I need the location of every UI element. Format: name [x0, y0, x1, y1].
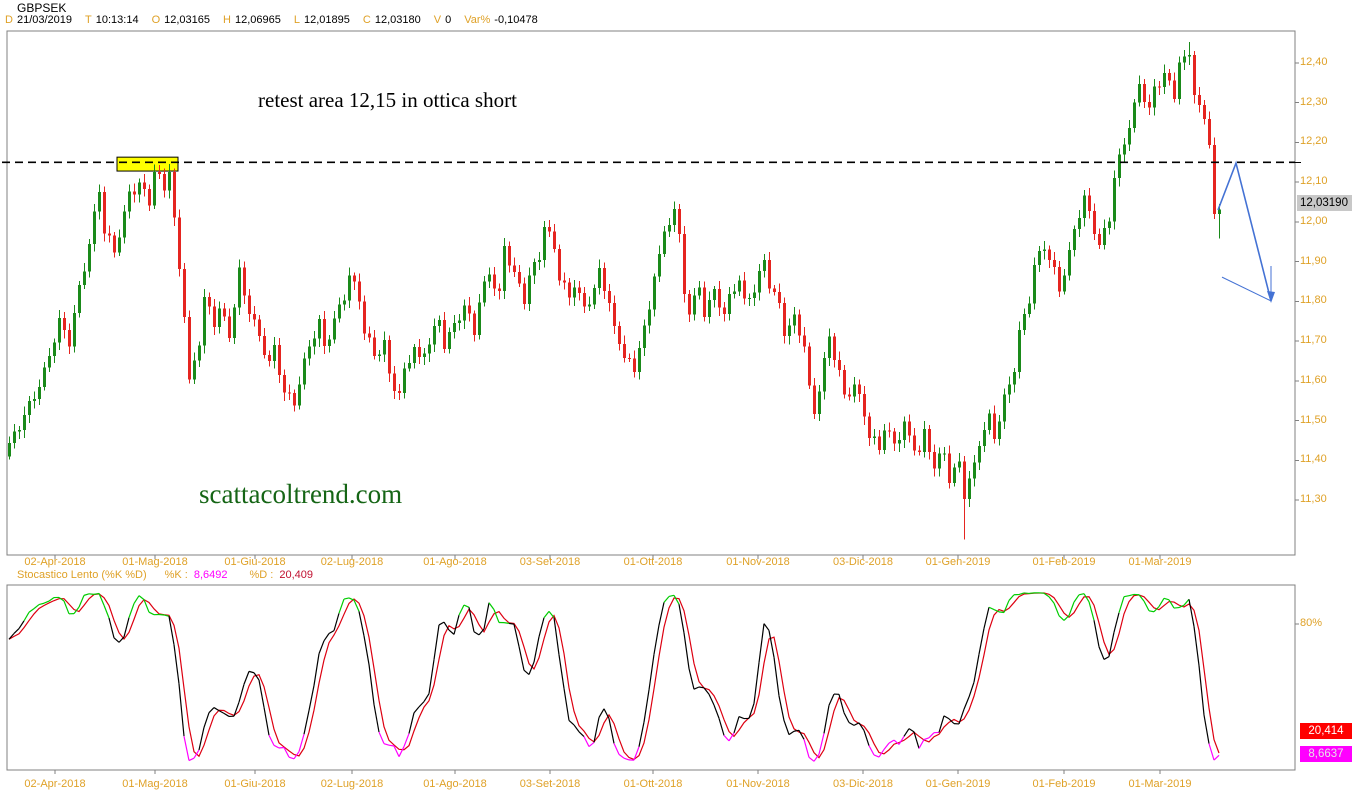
- symbol-title: GBPSEK: [17, 1, 67, 15]
- panel-borders: [6, 30, 1296, 771]
- main-chart-canvas[interactable]: [7, 31, 1295, 555]
- stochastic-d-label: %D :: [249, 569, 274, 581]
- field-varpct: Var% -0,10478: [464, 14, 538, 26]
- x-axis-label: 01-Feb-2019: [1032, 556, 1096, 568]
- y-axis-label: 12,30: [1300, 95, 1328, 108]
- x-axis-label: 03-Dic-2018: [833, 556, 893, 568]
- x-axis-label: 02-Apr-2018: [24, 556, 86, 568]
- x-axis-label: 03-Set-2018: [519, 778, 581, 790]
- x-axis-label: 03-Set-2018: [519, 556, 581, 568]
- field-low: L 12,01895: [294, 14, 350, 26]
- field-date-value: 21/03/2019: [16, 14, 73, 26]
- stochastic-k-value: 8,6492: [193, 569, 228, 581]
- x-axis-label: 01-Ago-2018: [423, 778, 487, 790]
- stochastic-k-label: %K :: [164, 569, 188, 581]
- field-close: C 12,03180: [363, 14, 421, 26]
- field-open: O 12,03165: [152, 14, 210, 26]
- x-axis-label: 01-Feb-2019: [1032, 778, 1096, 790]
- stochastic-80pct-label: 80%: [1300, 617, 1323, 629]
- field-low-value: 12,01895: [304, 14, 350, 26]
- stochastic-k-badge: 8,6637: [1300, 746, 1352, 763]
- y-axis-label: 11,80: [1300, 294, 1327, 307]
- field-close-label: C: [362, 14, 371, 26]
- resistance-highlight-box: [116, 156, 179, 172]
- field-volume-value: 0: [445, 14, 452, 26]
- quote-info-bar: D 21/03/2019 T 10:13:14 O 12,03165 H 12,0696…: [5, 14, 551, 26]
- field-time: T 10:13:14: [85, 14, 139, 26]
- stochastic-header: Stocastico Lento (%K %D) %K : 8,6492 %D …: [17, 569, 313, 581]
- x-axis-label: 01-Gen-2019: [925, 556, 991, 568]
- x-axis-label: 01-Mar-2019: [1128, 556, 1192, 568]
- x-axis-label: 01-Mag-2018: [122, 556, 188, 568]
- x-axis-label: 01-Mag-2018: [122, 778, 188, 790]
- date-axis-main: 02-Apr-2018 01-Mag-2018 01-Giu-2018 02-Lug-…: [0, 556, 1352, 570]
- field-volume-label: V: [433, 14, 442, 26]
- x-axis-label: 03-Dic-2018: [833, 778, 893, 790]
- x-axis-label: 01-Nov-2018: [726, 556, 790, 568]
- x-axis-label: 02-Lug-2018: [320, 556, 384, 568]
- x-axis-label: 02-Apr-2018: [24, 778, 86, 790]
- x-axis-label: 01-Nov-2018: [726, 778, 790, 790]
- y-axis-label: 11,60: [1300, 373, 1327, 386]
- y-axis-label: 12,40: [1300, 56, 1328, 68]
- projection-arrow: [1217, 160, 1275, 303]
- field-date: D 21/03/2019: [5, 14, 72, 26]
- field-close-value: 12,03180: [374, 14, 421, 26]
- x-axis-label: 01-Ott-2018: [623, 556, 683, 568]
- field-low-label: L: [293, 14, 300, 26]
- x-axis-label: 01-Giu-2018: [224, 556, 286, 568]
- x-axis-label: 01-Ott-2018: [623, 778, 683, 790]
- field-high-value: 12,06965: [234, 14, 281, 26]
- field-time-label: T: [85, 14, 92, 26]
- field-varpct-label: Var%: [464, 14, 491, 26]
- x-axis-label: 02-Lug-2018: [320, 778, 384, 790]
- field-high: H 12,06965: [223, 14, 281, 26]
- stochastic-lines: [8, 592, 1220, 762]
- field-varpct-value: -0,10478: [494, 14, 538, 26]
- y-axis-label: 12,00: [1300, 214, 1328, 227]
- x-axis-label: 01-Giu-2018: [224, 778, 286, 790]
- stochastic-d-value: 20,409: [279, 569, 314, 581]
- field-high-label: H: [223, 14, 231, 26]
- watermark-text: scattacoltrend.com: [199, 479, 403, 509]
- field-open-value: 12,03165: [164, 14, 211, 26]
- main-chart-panel-border: [6, 30, 1296, 556]
- x-axis-label: 01-Mar-2019: [1128, 778, 1192, 790]
- y-axis-label: 11,30: [1300, 492, 1327, 505]
- stochastic-canvas[interactable]: [7, 585, 1295, 770]
- axis-ticks: [54, 62, 1301, 774]
- stochastic-panel-border: [6, 584, 1296, 771]
- stochastic-title: Stocastico Lento (%K %D): [17, 569, 147, 581]
- y-axis-label: 12,20: [1300, 135, 1328, 148]
- last-price-badge: 12,03190: [1297, 195, 1352, 211]
- y-axis-label: 11,40: [1300, 453, 1327, 466]
- stochastic-d-badge: 20,414: [1300, 723, 1352, 740]
- date-axis-stochastic: 02-Apr-2018 01-Mag-2018 01-Giu-2018 02-Lug-…: [0, 778, 1352, 792]
- y-axis-label: 12,10: [1300, 175, 1328, 188]
- x-axis-label: 01-Ago-2018: [423, 556, 487, 568]
- y-axis-label: 11,70: [1300, 334, 1327, 347]
- y-axis-label: 11,50: [1300, 413, 1327, 426]
- field-time-value: 10:13:14: [95, 14, 139, 26]
- field-open-label: O: [151, 14, 161, 26]
- field-date-label: D: [5, 14, 13, 26]
- candlestick-series: [8, 42, 1221, 540]
- x-axis-label: 01-Gen-2019: [925, 778, 991, 790]
- chart-annotation-text: retest area 12,15 in ottica short: [258, 88, 517, 112]
- y-axis-label: 11,90: [1300, 254, 1327, 267]
